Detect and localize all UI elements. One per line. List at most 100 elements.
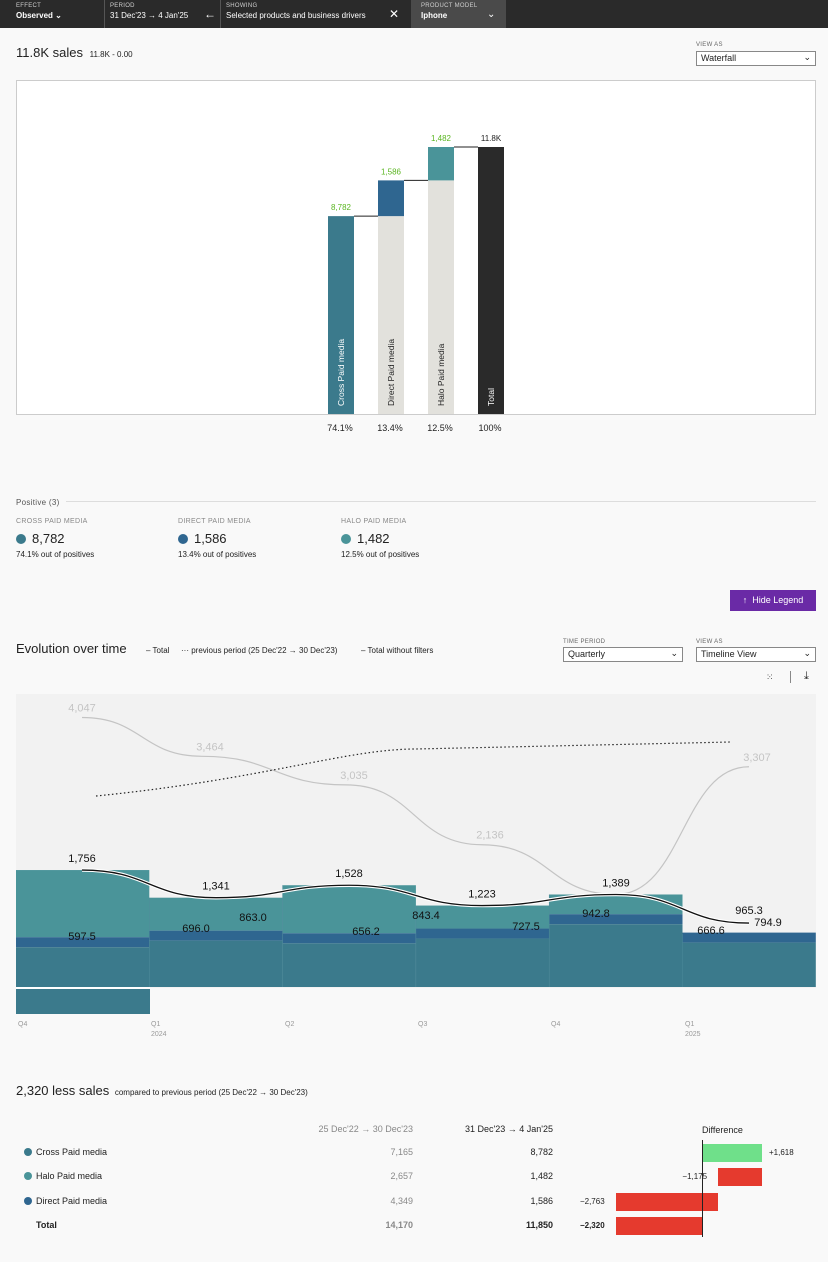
- effect-filter[interactable]: EFFECT Observed ⌄: [16, 0, 96, 28]
- col-cur-header: 31 Dec'23 → 4 Jan'25: [465, 1124, 553, 1134]
- legend-desc-halo: 12.5% out of positives: [341, 550, 420, 559]
- legend-item-cross[interactable]: 8,782: [16, 531, 65, 546]
- previous-period-label-5: 3,307: [743, 752, 771, 764]
- showing-filter[interactable]: SHOWING Selected products and business d…: [226, 0, 386, 28]
- arrow-up-icon: ↑: [742, 595, 748, 605]
- diff-bar-2[interactable]: [615, 1193, 719, 1211]
- waterfall-value-label-0: 8,782: [331, 203, 352, 212]
- time-period-value: Quarterly: [568, 649, 606, 659]
- total-label-1: 1,341: [202, 881, 230, 893]
- comparison-cur-3: 11,850: [525, 1220, 553, 1230]
- halo-label-2: 965.3: [735, 905, 763, 917]
- chevron-down-icon: ⌄: [803, 52, 811, 62]
- halo-label-0: 863.0: [239, 912, 267, 924]
- effect-label: EFFECT: [16, 3, 42, 9]
- evolution-chart: 4,047 3,464 3,035 2,136 3,307 1,756 1,341 1,528…: [16, 694, 816, 988]
- diff-label-1: −1,175: [682, 1172, 708, 1181]
- chevron-down-icon: ⌄: [487, 8, 496, 20]
- close-icon[interactable]: ✕: [389, 7, 400, 21]
- period-value: 31 Dec'23 → 4 Jan'25: [110, 11, 189, 20]
- waterfall-bar-0[interactable]: [328, 216, 354, 414]
- waterfall-percent-label-1: 13.4%: [377, 423, 403, 433]
- waterfall-title: 11.8K sales 11.8K - 0.00: [16, 45, 133, 60]
- quarter-stack-2[interactable]: [282, 885, 416, 987]
- waterfall-subtitle: 11.8K - 0.00: [89, 50, 133, 59]
- col-prev-header: 25 Dec'22 → 30 Dec'23: [318, 1124, 414, 1134]
- row-dot: [24, 1172, 32, 1180]
- quarter-stack-5[interactable]: [682, 932, 816, 987]
- diff-bar-0[interactable]: [702, 1144, 762, 1162]
- waterfall-percent-label-0: 74.1%: [327, 423, 353, 433]
- showing-label: SHOWING: [226, 3, 258, 9]
- evolution-title: Evolution over time: [16, 641, 127, 656]
- comparison-prev-3: 14,170: [385, 1220, 413, 1230]
- diff-label-3: −2,320: [579, 1221, 605, 1230]
- x-tick-label-0: Q4: [18, 1021, 28, 1028]
- legend-item-direct[interactable]: 1,586: [178, 531, 227, 546]
- effect-value: Observed: [16, 11, 53, 20]
- quarter-stack-0[interactable]: [16, 870, 150, 987]
- divider: [220, 0, 221, 28]
- download-icon[interactable]: ⤓: [804, 670, 809, 682]
- total-without-filters-line: [95, 741, 732, 797]
- arrow-left-icon[interactable]: ←: [204, 7, 216, 21]
- x-tick-year-1: 2024: [151, 1031, 167, 1038]
- row-name-text: Total: [36, 1220, 57, 1230]
- timeline-view-select[interactable]: Timeline View ⌄: [696, 647, 816, 662]
- quarter-stack-4[interactable]: [548, 894, 683, 987]
- diff-label-2: −2,763: [579, 1197, 605, 1206]
- negative-area: [16, 988, 150, 1014]
- x-tick-label-3: Q3: [418, 1021, 428, 1028]
- legend-nofilter: – Total without filters: [361, 646, 434, 655]
- comparison-row-name-3: Total: [36, 1220, 57, 1230]
- period-label: PERIOD: [110, 3, 135, 9]
- hide-legend-button[interactable]: ↑ Hide Legend: [730, 590, 816, 611]
- cross-label-3: 727.5: [512, 921, 540, 933]
- divider: [790, 671, 791, 683]
- legend-previous: ··· previous period (25 Dec'22 → 30 Dec'…: [181, 646, 338, 655]
- view-as-select[interactable]: Waterfall ⌄: [696, 51, 816, 66]
- diff-bar-3[interactable]: [615, 1217, 702, 1235]
- quarter-stack-1[interactable]: [149, 897, 283, 987]
- top-filter-bar: EFFECT Observed ⌄ PERIOD 31 Dec'23 → 4 J…: [0, 0, 828, 28]
- x-tick-year-5: 2025: [685, 1031, 701, 1038]
- diff-bar-1[interactable]: [718, 1168, 762, 1186]
- legend-title-cross: CROSS PAID MEDIA: [16, 518, 88, 525]
- divider: [66, 501, 816, 502]
- waterfall-bar-3[interactable]: [478, 147, 504, 414]
- comparison-prev-2: 4,349: [390, 1196, 413, 1206]
- comparison-row-name-2: Direct Paid media: [24, 1196, 107, 1206]
- baseline: [16, 987, 150, 989]
- waterfall-bar-2[interactable]: [428, 147, 454, 181]
- period-filter[interactable]: PERIOD 31 Dec'23 → 4 Jan'25: [110, 0, 200, 28]
- waterfall-category-label-1: Direct Paid media: [386, 339, 396, 406]
- previous-period-label-1: 3,464: [196, 741, 224, 753]
- comparison-row-name-1: Halo Paid media: [24, 1171, 102, 1181]
- grid-icon[interactable]: ⁙: [766, 672, 774, 682]
- cross-label-4: 942.8: [582, 908, 610, 920]
- x-tick-label-5: Q1: [685, 1021, 695, 1028]
- previous-period-label-0: 4,047: [68, 702, 96, 714]
- model-label: PRODUCT MODEL: [421, 3, 478, 9]
- legend-title-direct: DIRECT PAID MEDIA: [178, 518, 251, 525]
- comparison-cur-2: 1,586: [530, 1196, 553, 1206]
- col-diff-header: Difference: [702, 1125, 743, 1135]
- total-label-5: 794.9: [754, 917, 782, 929]
- waterfall-chart: 8,782 Cross Paid media 1,586 Direct Paid me…: [16, 80, 816, 415]
- cross-label-2: 656.2: [352, 926, 380, 938]
- waterfall-bar-1[interactable]: [378, 180, 404, 217]
- cross-label-0: 597.5: [68, 931, 96, 943]
- product-model-filter[interactable]: PRODUCT MODEL Iphone ⌄: [411, 0, 506, 28]
- previous-period-line: [81, 716, 750, 896]
- waterfall-value-label-2: 1,482: [431, 134, 452, 143]
- time-period-select[interactable]: Quarterly ⌄: [563, 647, 683, 662]
- waterfall-value-label-3: 11.8K: [481, 134, 502, 143]
- quarter-stack-3[interactable]: [415, 905, 550, 987]
- chevron-down-icon: ⌄: [803, 648, 811, 658]
- legend-item-halo[interactable]: 1,482: [341, 531, 390, 546]
- legend-dot: [16, 534, 26, 544]
- view-as-value: Waterfall: [701, 53, 737, 63]
- diff-label-0: +1,618: [769, 1148, 794, 1157]
- comparison-prev-1: 2,657: [390, 1171, 413, 1181]
- previous-period-label-2: 3,035: [340, 770, 368, 782]
